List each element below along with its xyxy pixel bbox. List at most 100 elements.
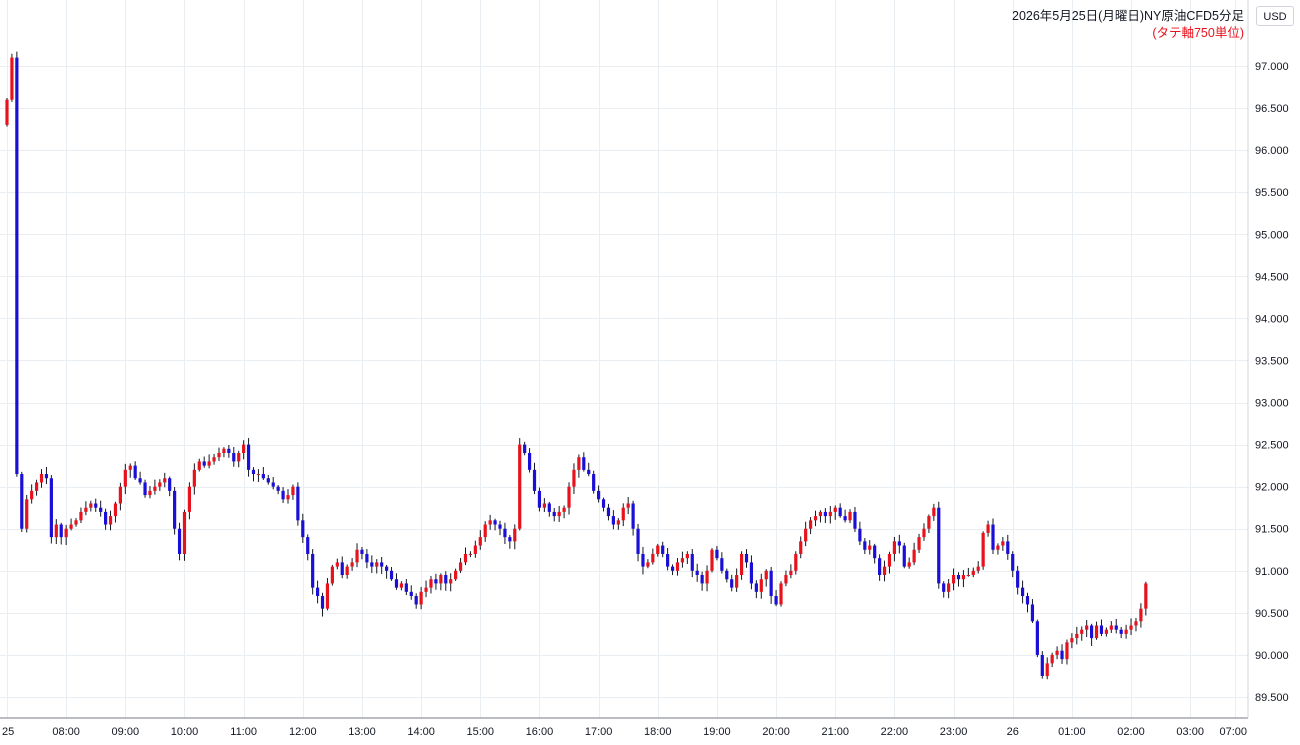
- candle-body-up: [996, 545, 1000, 550]
- candle: [532, 462, 537, 495]
- candle-body-up: [513, 528, 517, 542]
- candle-body-up: [79, 511, 83, 521]
- candle: [74, 518, 78, 527]
- candle: [996, 543, 1000, 555]
- candle-body-down: [508, 537, 512, 542]
- candle: [606, 503, 611, 521]
- candle: [281, 487, 285, 504]
- candle-body-up: [779, 583, 783, 605]
- candle: [951, 568, 956, 591]
- candle-body-down: [143, 482, 147, 496]
- candle: [173, 487, 177, 535]
- candle: [1001, 536, 1005, 551]
- x-axis-ticks: 25 08:00 09:00 10:00 11:00 12:00 13:00 14:00 15:…: [2, 726, 1247, 738]
- candle: [345, 564, 349, 579]
- candle-body-up: [922, 528, 926, 538]
- candle: [414, 593, 418, 609]
- candle-body-up: [424, 587, 428, 592]
- candle: [739, 551, 744, 580]
- candle: [389, 566, 394, 581]
- candle-body-up: [789, 570, 793, 576]
- candle-body-up: [557, 511, 561, 517]
- candle: [1109, 621, 1113, 633]
- candle: [54, 519, 58, 545]
- candle-body-down: [49, 478, 53, 538]
- candle-body-down: [498, 524, 502, 529]
- candle: [360, 547, 364, 560]
- y-tick-label: 92.000: [1255, 482, 1289, 494]
- candle: [108, 510, 113, 531]
- candle: [744, 549, 749, 568]
- candle: [1119, 626, 1123, 639]
- candle-body-down: [301, 520, 305, 538]
- candle-body-down: [370, 562, 374, 567]
- candle: [503, 522, 507, 545]
- currency-button[interactable]: USD: [1256, 6, 1294, 26]
- candle-body-up: [212, 457, 216, 462]
- candle-body-up: [350, 562, 354, 567]
- candle-body-down: [606, 507, 611, 517]
- candle-body-up: [375, 562, 379, 567]
- candle: [399, 581, 403, 591]
- candle: [799, 536, 803, 559]
- candle: [902, 542, 906, 569]
- candle: [20, 471, 24, 532]
- candle: [434, 573, 438, 590]
- candle-body-up: [335, 562, 339, 567]
- y-tick-label: 93.500: [1255, 355, 1289, 367]
- candle-body-up: [217, 453, 221, 458]
- candle: [212, 453, 216, 465]
- candle-body-up: [562, 507, 566, 512]
- candle: [572, 463, 576, 495]
- candle: [557, 505, 561, 522]
- candle-body-up: [1075, 633, 1079, 639]
- candle-body-down: [177, 528, 182, 554]
- candle-body-up: [222, 448, 226, 454]
- candle: [380, 556, 384, 574]
- candle: [670, 564, 675, 576]
- candle-body-up: [705, 570, 709, 584]
- candle-body-up: [759, 579, 763, 592]
- candle-body-down: [503, 528, 507, 538]
- candle: [651, 548, 655, 565]
- candle: [1075, 626, 1079, 645]
- candle-body-up: [808, 520, 813, 529]
- candle: [942, 581, 946, 598]
- y-tick-label: 95.500: [1255, 187, 1289, 199]
- candle: [133, 461, 137, 480]
- candle-body-down: [725, 570, 729, 580]
- candle: [355, 543, 359, 568]
- candle-body-down: [749, 562, 754, 584]
- candle: [587, 462, 591, 477]
- candle-body-down: [774, 596, 778, 605]
- candle-body-down: [202, 461, 206, 466]
- candle-body-down: [94, 503, 98, 508]
- candle: [769, 566, 773, 604]
- candle: [863, 538, 867, 555]
- candle-body-down: [15, 57, 19, 475]
- candle: [690, 549, 694, 578]
- candle: [10, 53, 14, 102]
- candle-body-down: [1030, 604, 1035, 622]
- candle-body-down: [853, 511, 857, 529]
- candle: [611, 510, 615, 530]
- candle: [1006, 534, 1010, 560]
- candle-body-up: [1055, 650, 1059, 655]
- candle: [897, 534, 901, 554]
- candle: [947, 579, 951, 599]
- candle-body-down: [365, 553, 369, 563]
- candle-body-up: [1109, 625, 1113, 630]
- y-tick-label: 95.000: [1255, 229, 1289, 241]
- candle-body-up: [656, 545, 660, 554]
- candle: [463, 547, 468, 566]
- candle-body-down: [1035, 621, 1039, 655]
- candle-body-up: [153, 486, 157, 491]
- candle: [1025, 592, 1030, 613]
- y-tick-label: 92.500: [1255, 440, 1289, 452]
- candle: [158, 479, 162, 491]
- y-tick-label: 89.500: [1255, 692, 1289, 704]
- candle: [246, 438, 251, 477]
- candle: [1030, 599, 1035, 623]
- candle: [182, 509, 187, 561]
